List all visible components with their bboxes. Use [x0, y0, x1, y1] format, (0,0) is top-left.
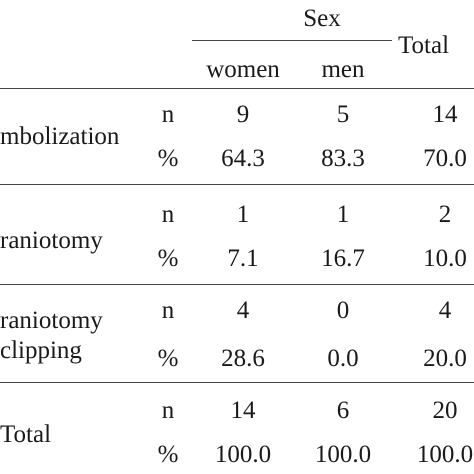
cell-total-pct: 10.0 — [423, 245, 467, 272]
stat-label-pct: % — [157, 441, 179, 468]
men-column-header: men — [321, 56, 365, 83]
row-rule — [0, 184, 474, 185]
row-rule — [0, 382, 474, 383]
stat-label-n: n — [161, 297, 175, 324]
cell-total-pct: 70.0 — [423, 145, 467, 172]
cell-men-pct: 83.3 — [321, 145, 365, 172]
group-underline — [192, 40, 392, 41]
stat-label-pct: % — [157, 245, 179, 272]
cell-men-n: 1 — [336, 201, 350, 228]
cell-women-pct: 100.0 — [214, 441, 272, 468]
stat-label-pct: % — [157, 145, 179, 172]
row-label: Total — [0, 421, 52, 448]
cell-total-pct: 100.0 — [416, 441, 474, 468]
cell-men-pct: 16.7 — [321, 245, 365, 272]
cell-men-pct: 100.0 — [314, 441, 372, 468]
cell-men-n: 6 — [336, 397, 350, 424]
cell-total-n: 4 — [438, 297, 452, 324]
row-label: mbolization — [0, 123, 120, 150]
header-rule — [0, 88, 474, 89]
cell-total-n: 14 — [432, 101, 458, 128]
cell-total-n: 20 — [432, 397, 458, 424]
row-rule — [0, 284, 474, 285]
stat-label-n: n — [161, 201, 175, 228]
cell-women-n: 4 — [236, 297, 250, 324]
cell-total-pct: 20.0 — [423, 345, 467, 372]
cell-men-pct: 0.0 — [327, 345, 359, 372]
stat-label-n: n — [161, 397, 175, 424]
cell-women-n: 9 — [236, 101, 250, 128]
row-label: raniotomy — [0, 227, 103, 254]
total-column-header: Total — [398, 32, 450, 59]
cell-women-n: 1 — [236, 201, 250, 228]
row-label: raniotomy — [0, 307, 103, 334]
cell-women-pct: 7.1 — [227, 245, 259, 272]
women-column-header: women — [206, 56, 280, 83]
cell-women-pct: 28.6 — [221, 345, 265, 372]
cell-men-n: 0 — [336, 297, 350, 324]
stat-label-pct: % — [157, 345, 179, 372]
sex-group-header: Sex — [303, 5, 341, 32]
stat-label-n: n — [161, 101, 175, 128]
cell-women-n: 14 — [230, 397, 256, 424]
cell-women-pct: 64.3 — [221, 145, 265, 172]
row-label: clipping — [0, 337, 82, 364]
cell-men-n: 5 — [336, 101, 350, 128]
cell-total-n: 2 — [438, 201, 452, 228]
